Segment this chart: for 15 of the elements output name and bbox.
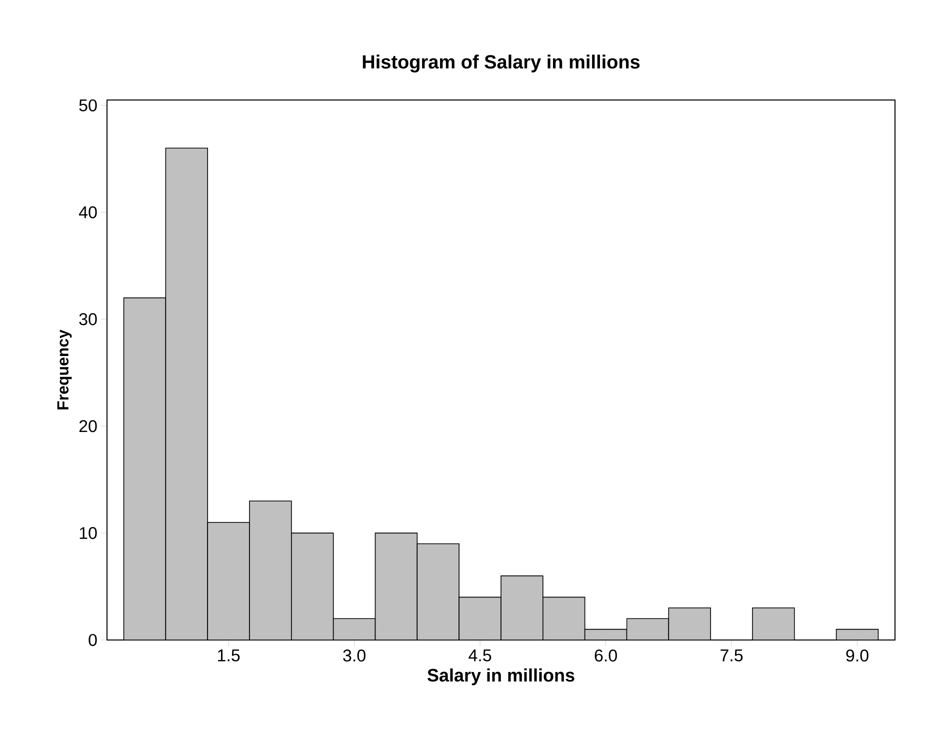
y-axis-title: Frequency [57,330,72,410]
x-tick-label: 7.5 [720,650,743,662]
y-tick-label: 20 [79,420,97,432]
x-tick-label: 4.5 [468,650,492,662]
y-tick-label: 10 [80,527,97,540]
x-tick-label: 9.0 [846,650,868,662]
y-tick-label: 50 [79,99,97,112]
x-tick-label: 1.5 [218,650,240,662]
y-tick-label: 30 [79,313,97,326]
x-tick-label: 3.0 [343,650,366,662]
x-tick-label: 6.0 [594,650,617,662]
y-tick-label: 0 [88,634,97,646]
chart-title: Histogram of Salary in millions [362,54,640,72]
y-tick-label: 40 [78,206,97,218]
x-axis-title: Salary in millions [427,668,574,686]
